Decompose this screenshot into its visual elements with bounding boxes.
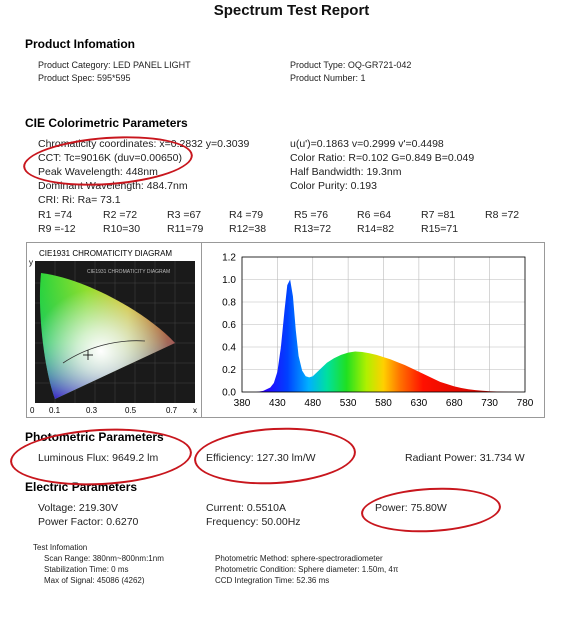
spectrum-x-tick: 630 [411, 398, 428, 409]
spectrum-x-ticks: 380 430 480 530 580 630 680 730 780 [234, 398, 534, 409]
spectrum-y-tick: 1.2 [222, 253, 236, 264]
scan-range: Scan Range: 380nm~800nm:1nm [44, 554, 164, 563]
cie-diagram: CIE1931 CHROMATICITY DIAGRAM y CIE1931 C… [29, 249, 197, 415]
uv-coordinates: u(u')=0.1863 v=0.2999 v'=0.4498 [290, 138, 444, 150]
r-value: R7 =81 [421, 209, 456, 221]
highlight-oval-power [359, 484, 503, 536]
cie-x-tick: 0.1 [49, 406, 61, 415]
spectrum-x-tick: 730 [481, 398, 498, 409]
cie-diagram-title: CIE1931 CHROMATICITY DIAGRAM [39, 249, 172, 258]
cie-x-tick: 0.3 [86, 406, 98, 415]
report-title: Spectrum Test Report [213, 2, 370, 19]
cie-heading: CIE Colorimetric Parameters [25, 116, 188, 130]
ccd-integration-time: CCD Integration Time: 52.36 ms [215, 576, 330, 585]
dominant-wavelength: Dominant Wavelength: 484.7nm [38, 180, 188, 192]
spectrum-y-tick: 0.2 [222, 365, 236, 376]
spectrum-x-tick: 480 [304, 398, 321, 409]
r-value: R10=30 [103, 223, 141, 235]
spectrum-x-tick: 780 [517, 398, 534, 409]
chromaticity-coordinates: Chromaticity coordinates: x=0.2832 y=0.3… [38, 138, 250, 150]
voltage: Voltage: 219.30V [38, 502, 118, 514]
spectrum-curve [256, 279, 525, 392]
radiant-power: Radiant Power: 31.734 W [405, 452, 525, 464]
color-ratio: Color Ratio: R=0.102 G=0.849 B=0.049 [290, 152, 475, 164]
highlight-oval-efficiency [192, 423, 358, 489]
r-value: R8 =72 [485, 209, 520, 221]
spectrum-x-tick: 430 [269, 398, 286, 409]
cie-x-tick: 0.5 [125, 406, 137, 415]
max-signal: Max of Signal: 45086 (4262) [44, 576, 145, 585]
planckian-locus [62, 340, 146, 364]
cie-x-tick: 0 [30, 406, 35, 415]
spectrum-y-tick: 0.0 [222, 388, 236, 399]
r-value: R11=79 [167, 223, 204, 235]
r-value: R1 =74 [38, 209, 73, 221]
product-heading: Product Infomation [25, 37, 135, 51]
cie-x-tick: 0.7 [166, 406, 178, 415]
spectrum-y-tick: 0.4 [222, 343, 236, 354]
power-factor: Power Factor: 0.6270 [38, 516, 139, 528]
r-value: R12=38 [229, 223, 267, 235]
cie-sample-point [83, 350, 93, 360]
half-bandwidth: Half Bandwidth: 19.3nm [290, 166, 402, 178]
spectrum-chart-panel: 0.0 0.2 0.4 0.6 0.8 1.0 1.2 380 430 480 530 580 630… [201, 242, 545, 418]
product-category: Product Category: LED PANEL LIGHT [38, 60, 191, 70]
frequency: Frequency: 50.00Hz [206, 516, 301, 528]
r-value: R14=82 [357, 223, 395, 235]
photometric-heading: Photometric Parameters [25, 430, 164, 444]
r-value: R2 =72 [103, 209, 138, 221]
cie-diagram-panel: CIE1931 CHROMATICITY DIAGRAM y CIE1931 C… [26, 242, 202, 418]
r-value: R6 =64 [357, 209, 392, 221]
r-value: R15=71 [421, 223, 459, 235]
r-value: R3 =67 [167, 209, 202, 221]
r-value: R13=72 [294, 223, 332, 235]
product-number: Product Number: 1 [290, 73, 366, 83]
photometric-condition: Photometric Condition: Sphere diameter: … [215, 565, 399, 574]
cie-inner-title: CIE1931 CHROMATICITY DIAGRAM [87, 269, 170, 275]
stabilization-time: Stabilization Time: 0 ms [44, 565, 129, 574]
peak-wavelength: Peak Wavelength: 448nm [38, 166, 158, 178]
electric-heading: Electric Parameters [25, 480, 138, 494]
spectrum-x-tick: 380 [234, 398, 251, 409]
cie-y-label: y [29, 258, 33, 267]
cct-value: CCT: Tc=9016K (duv=0.00650) [38, 152, 182, 164]
spectrum-y-tick: 0.8 [222, 298, 236, 309]
product-type: Product Type: OQ-GR721-042 [290, 60, 412, 70]
spectrum-y-ticks: 0.0 0.2 0.4 0.6 0.8 1.0 1.2 [222, 253, 236, 399]
color-purity: Color Purity: 0.193 [290, 180, 377, 192]
r-value: R9 =-12 [38, 223, 76, 235]
cri-value: CRI: Ri: Ra= 73.1 [38, 194, 121, 206]
spectrum-y-tick: 1.0 [222, 275, 236, 286]
current: Current: 0.5510A [206, 502, 286, 514]
r-value: R4 =79 [229, 209, 264, 221]
photometric-method: Photometric Method: sphere-spectroradiom… [215, 554, 383, 563]
spectrum-x-tick: 680 [446, 398, 463, 409]
spectrum-chart: 0.0 0.2 0.4 0.6 0.8 1.0 1.2 380 430 480 530 580 630… [222, 253, 534, 410]
power: Power: 75.80W [375, 502, 447, 514]
luminous-flux: Luminous Flux: 9649.2 lm [38, 452, 159, 464]
product-spec: Product Spec: 595*595 [38, 73, 131, 83]
cie-x-label: x [193, 406, 197, 415]
cie-white-region [39, 273, 176, 399]
r-value: R5 =76 [294, 209, 329, 221]
spectrum-x-tick: 530 [340, 398, 357, 409]
test-heading: Test Infomation [33, 543, 88, 552]
efficiency: Efficiency: 127.30 lm/W [206, 452, 316, 464]
spectrum-y-tick: 0.6 [222, 320, 236, 331]
spectrum-plot-frame [241, 256, 526, 393]
spectrum-x-tick: 580 [375, 398, 392, 409]
